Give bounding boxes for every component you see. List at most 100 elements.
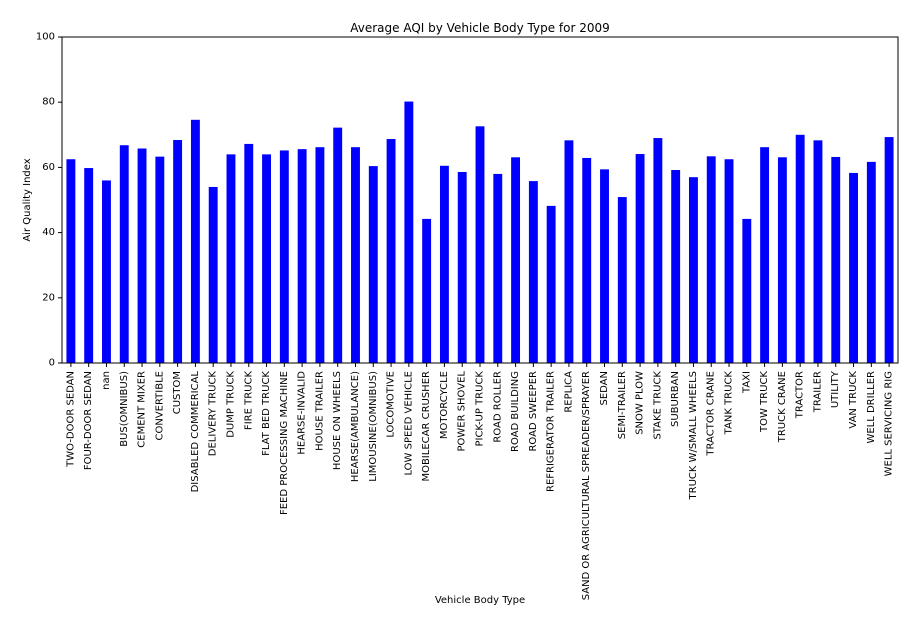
bar (422, 218, 432, 363)
x-tick-label: TANK TRUCK (724, 371, 735, 436)
bar (564, 140, 574, 363)
bar (777, 157, 787, 363)
bar (386, 139, 396, 363)
bar (244, 143, 254, 363)
bar (475, 126, 485, 363)
y-tick-label: 20 (42, 292, 55, 303)
bar (84, 168, 94, 363)
bar (546, 205, 556, 363)
x-tick-label: TRUCK W/SMALL WHEELS (688, 371, 699, 500)
bar (849, 172, 858, 363)
x-tick-label: FIRE TRUCK (243, 371, 254, 431)
x-tick-label: FLAT BED TRUCK (261, 371, 272, 456)
bar (493, 173, 503, 363)
bar (102, 180, 111, 363)
x-tick-label: BUS(OMNIBUS) (119, 371, 130, 447)
bar (635, 154, 645, 363)
x-tick-label: STAKE TRUCK (652, 371, 663, 440)
bar (368, 166, 378, 363)
bar (155, 156, 165, 363)
x-tick-label: MOBILECAR CRUSHER (421, 371, 432, 482)
bar (617, 197, 627, 363)
bar (208, 186, 218, 363)
bar (511, 157, 521, 363)
x-tick-label: ROAD BUILDING (510, 371, 521, 452)
x-tick-label: UTILITY (830, 370, 841, 408)
bar (831, 156, 841, 363)
bar (600, 169, 609, 363)
bar (742, 218, 752, 363)
x-tick-label: TRAILER (812, 371, 823, 413)
y-tick-label: 60 (42, 162, 55, 173)
bar (226, 154, 236, 363)
x-tick-label: CEMENT MIXER (137, 371, 148, 448)
bar (866, 161, 876, 363)
bar (528, 181, 538, 363)
x-tick-label: FOUR-DOOR SEDAN (83, 371, 94, 470)
bar (137, 148, 147, 363)
x-tick-label: HEARSE(AMBULANCE) (350, 371, 361, 482)
x-tick-label: ROAD SWEEPER (528, 371, 539, 452)
x-axis: TWO-DOOR SEDAN FOUR-DOOR SEDAN nan BUS(OMNI… (65, 363, 895, 600)
x-tick-label: FEED PROCESSING MACHINE (279, 371, 290, 515)
x-tick-label: WELL SERVICING RIG (884, 371, 895, 476)
x-tick-label: LIMOUSINE(OMNIBUS) (368, 371, 379, 482)
x-tick-label: DELIVERY TRUCK (208, 371, 219, 457)
plot-frame (61, 36, 899, 364)
x-tick-label: SEDAN (599, 371, 610, 406)
x-tick-label: SUBURBAN (670, 371, 681, 427)
bar (724, 159, 734, 363)
bar (351, 147, 360, 363)
bar (653, 138, 663, 363)
x-axis-label: Vehicle Body Type (435, 595, 525, 606)
x-tick-label: SAND OR AGRICULTURAL SPREADER/SPRAYER (581, 371, 592, 600)
x-tick-label: TRACTOR (795, 371, 806, 419)
x-tick-label: nan (101, 371, 112, 390)
bar (795, 134, 805, 363)
bar (582, 157, 592, 363)
bar (439, 165, 449, 363)
bar (315, 147, 325, 363)
x-tick-label: TRACTOR CRANE (706, 371, 717, 457)
x-tick-label: SEMI-TRAILER (617, 371, 628, 439)
x-tick-label: CUSTOM (172, 371, 183, 414)
x-tick-label: VAN TRUCK (848, 371, 859, 429)
x-tick-label: LOCOMOTIVE (386, 371, 397, 438)
x-tick-label: MOTORCYCLE (439, 371, 450, 439)
x-tick-label: POWER SHOVEL (457, 371, 468, 452)
bar (173, 140, 183, 363)
x-tick-label: DUMP TRUCK (225, 371, 236, 438)
y-tick-label: 40 (42, 227, 55, 238)
x-tick-label: PICK-UP TRUCK (475, 371, 486, 447)
bar (813, 140, 823, 363)
bar (262, 154, 271, 363)
bar (689, 177, 698, 363)
bar (66, 159, 76, 363)
bar (760, 147, 770, 363)
y-tick-label: 0 (49, 358, 55, 369)
x-tick-label: HEARSE-INVALID (297, 371, 308, 455)
bar (297, 149, 307, 363)
y-tick-label: 80 (42, 97, 55, 108)
x-tick-label: REFRIGERATOR TRAILER (546, 371, 557, 492)
bars-group (66, 101, 894, 364)
x-tick-label: HOUSE TRAILER (314, 371, 325, 451)
x-tick-label: TRUCK CRANE (777, 371, 788, 443)
chart-title: Average AQI by Vehicle Body Type for 200… (350, 21, 610, 35)
bar (404, 101, 414, 363)
y-axis-label: Air Quality Index (22, 158, 33, 241)
x-tick-label: HOUSE ON WHEELS (332, 371, 343, 470)
x-tick-label: REPLICA (563, 371, 574, 413)
bar (119, 145, 129, 363)
x-tick-label: TOW TRUCK (759, 371, 770, 433)
x-tick-label: TAXI (741, 371, 752, 394)
bar (706, 156, 716, 363)
x-tick-label: WELL DRILLER (866, 371, 877, 444)
y-axis: 0 20 40 60 80 100 (36, 32, 62, 369)
bar (457, 171, 467, 363)
x-tick-label: ROAD ROLLER (492, 371, 503, 443)
x-tick-label: CONVERTIBLE (154, 371, 165, 441)
y-tick-label: 100 (36, 32, 55, 43)
x-tick-label: DISABLED COMMERICAL (190, 371, 201, 493)
